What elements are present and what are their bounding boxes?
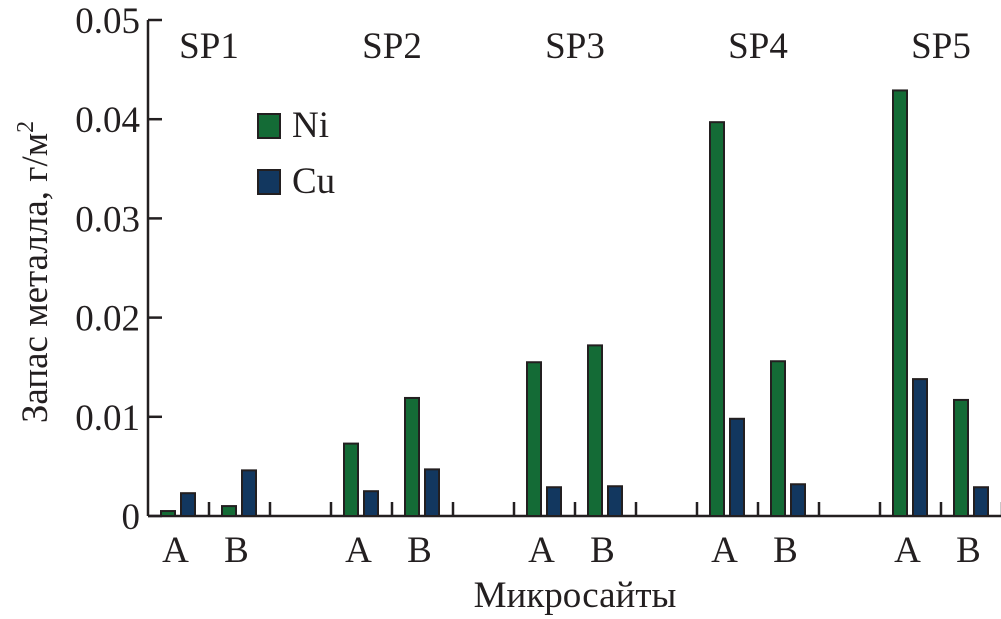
legend: Ni Cu (257, 105, 335, 202)
bar-ni-sp2-b (404, 396, 420, 517)
y-tick-label: 0.02 (75, 299, 140, 340)
bar-ni-sp2-a (343, 442, 359, 518)
subcategory-label: B (773, 530, 798, 571)
y-tick-label: 0.03 (75, 199, 140, 240)
legend-swatch-cu (257, 169, 281, 195)
bar-cu-sp5-a (912, 378, 928, 517)
subcategory-label: B (590, 530, 615, 571)
group-label: SP5 (911, 26, 971, 67)
subcategory-label: A (528, 530, 555, 571)
y-axis-label-text: Запас металла, г/м (15, 133, 56, 423)
bar-cu-sp4-a (729, 417, 745, 517)
y-axis: 0 0.01 0.02 0.03 0.04 0.05 (75, 1, 162, 538)
bar-cu-sp2-b (424, 468, 440, 518)
y-axis-label: Запас металла, г/м2 (13, 121, 56, 423)
bar-ni-sp3-a (526, 361, 542, 517)
bar-ni-sp1-a (160, 510, 176, 518)
subcategory-label: B (224, 530, 249, 571)
bar-ni-sp5-b (953, 398, 969, 518)
bars (160, 89, 989, 518)
bar-ni-sp4-b (770, 360, 786, 517)
group-label: SP3 (545, 26, 605, 67)
subcategory-label: A (345, 530, 372, 571)
y-tick-label: 0 (122, 497, 141, 538)
bar-cu-sp4-b (790, 483, 806, 518)
group-label: SP1 (179, 26, 239, 67)
subcategory-label: B (407, 530, 432, 571)
x-axis-label: Микросайты (474, 575, 677, 616)
y-axis-label-superscript: 2 (13, 121, 39, 133)
legend-label-cu: Cu (292, 161, 335, 202)
legend-swatch-ni (257, 113, 281, 139)
subcategory-label: A (711, 530, 738, 571)
bar-cu-sp3-b (607, 485, 623, 517)
bar-cu-sp3-a (546, 486, 562, 517)
bar-cu-sp1-b (241, 469, 257, 518)
subcategory-label: A (162, 530, 189, 571)
bar-cu-sp1-a (180, 492, 196, 517)
x-axis (148, 502, 1001, 518)
group-label: SP4 (728, 26, 788, 67)
legend-label-ni: Ni (292, 105, 329, 146)
bar-ni-sp5-a (892, 89, 908, 517)
bar-cu-sp5-b (973, 486, 989, 517)
subcategory-label: A (894, 530, 921, 571)
subcategory-label: B (956, 530, 981, 571)
y-tick-label: 0.01 (75, 398, 140, 439)
bar-ni-sp3-b (587, 344, 603, 517)
y-tick-label: 0.05 (75, 1, 140, 42)
bar-cu-sp2-a (363, 490, 379, 518)
bar-ni-sp1-b (221, 505, 237, 517)
bar-ni-sp4-a (709, 121, 725, 518)
group-label: SP2 (362, 26, 422, 67)
y-tick-label: 0.04 (75, 100, 140, 141)
